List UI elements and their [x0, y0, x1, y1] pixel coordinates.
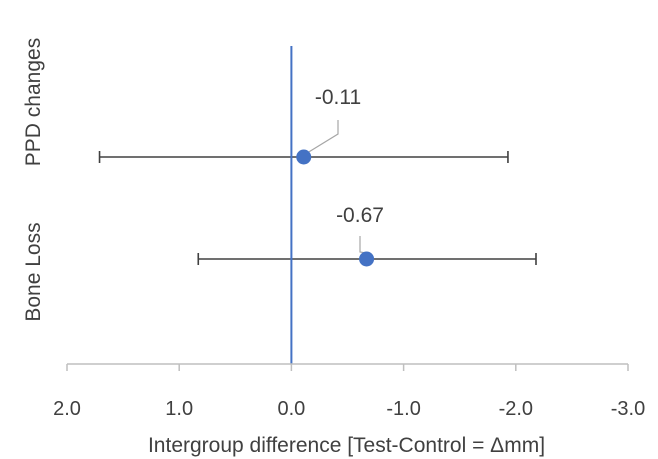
x-axis-title: Intergroup difference [Test-Control = Δm…	[148, 434, 545, 457]
data-point-bone-loss	[359, 251, 375, 267]
x-tick-label-1: 1.0	[165, 398, 193, 420]
data-point-ppd-changes	[296, 149, 312, 165]
data-labels: -0.11 -0.67	[315, 86, 384, 227]
leader-line-ppd-changes	[308, 120, 339, 153]
x-tick-label-4: -2.0	[499, 398, 533, 420]
data-points	[296, 149, 375, 267]
x-tick-labels: 2.0 1.0 0.0 -1.0 -2.0 -3.0	[53, 398, 645, 420]
label-leaders	[308, 120, 372, 255]
x-axis-ticks	[66, 364, 629, 371]
category-labels: PPD changes Bone Loss	[22, 38, 45, 322]
category-label-ppd-changes: PPD changes	[22, 38, 45, 166]
leader-line-bone-loss	[359, 236, 372, 255]
category-label-bone-loss: Bone Loss	[22, 222, 45, 321]
x-tick-label-3: -1.0	[386, 398, 420, 420]
x-tick-label-5: -3.0	[611, 398, 645, 420]
x-tick-label-0: 2.0	[53, 398, 81, 420]
data-label-bone-loss: -0.67	[336, 204, 384, 227]
data-label-ppd-changes: -0.11	[315, 86, 361, 109]
error-bars	[98, 151, 537, 265]
x-tick-label-2: 0.0	[277, 398, 305, 420]
